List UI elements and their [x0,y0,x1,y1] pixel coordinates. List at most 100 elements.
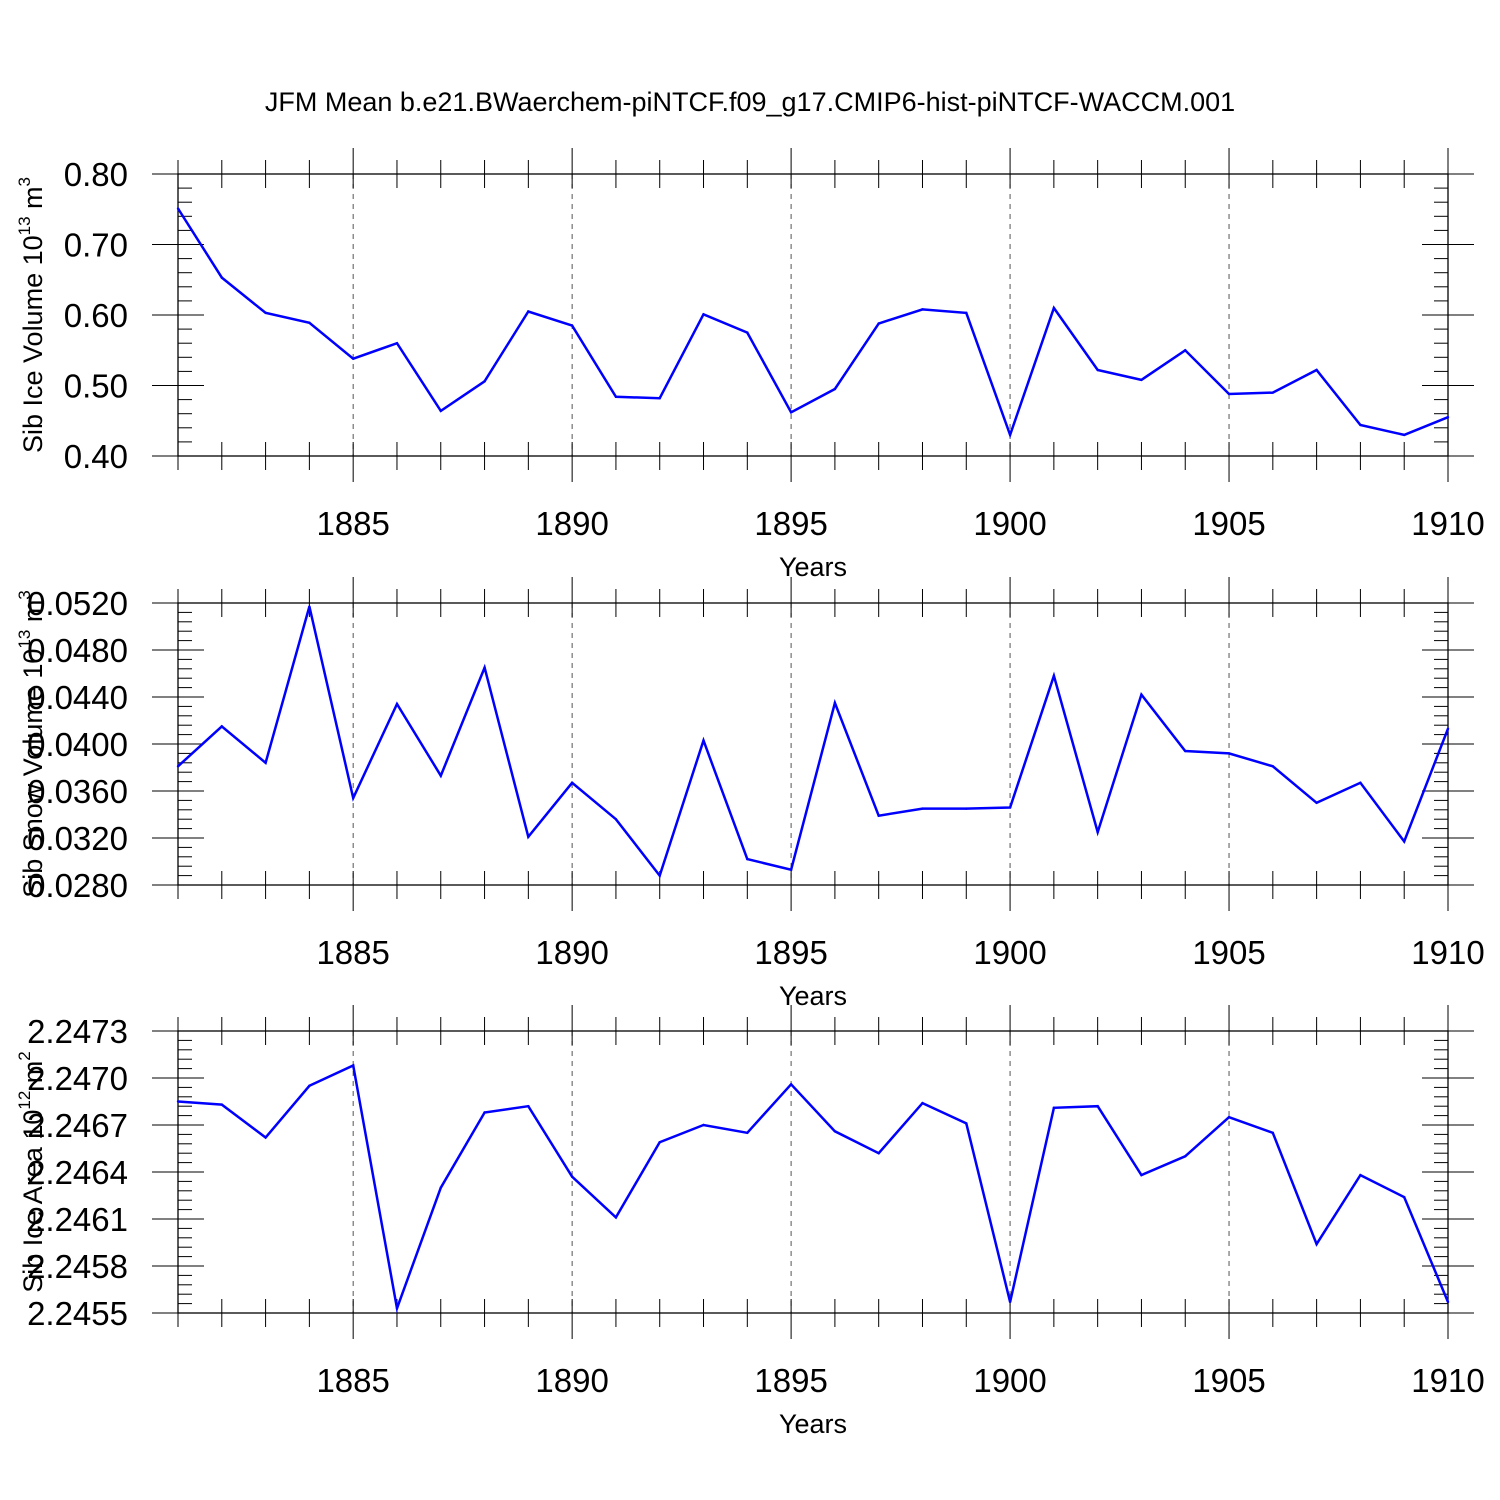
data-point [439,774,442,777]
x-tick-label: 1890 [535,934,608,971]
data-point [877,1152,880,1155]
x-tick-label: 1905 [1192,505,1265,542]
data-point [965,807,968,810]
data-point [746,331,749,334]
data-point [570,324,574,327]
data-point [658,874,661,877]
panel-3: 2.2455 2.2458 2.2461 2.2464 2.2467 2.2470 2.24… [15,1005,1485,1439]
data-point [1227,752,1231,755]
data-point [483,1111,486,1114]
data-point [1315,1242,1318,1246]
data-point [877,322,880,325]
y-tick-label: 0.70 [64,227,128,264]
y-axis-label: Sib Ice Area 1012 m2 [15,1051,48,1293]
plot-frame [177,173,1449,457]
data-point [1315,801,1318,804]
y-tick-label: 0.60 [64,297,128,334]
y-axis-label: Sib Snow Volume 1013 m3 [15,590,48,898]
x-tick-label: 1885 [316,1362,389,1399]
data-point [1446,416,1450,419]
data-point [833,1130,837,1133]
data-point [1271,391,1275,394]
data-point [351,357,355,360]
plot-frame [177,602,1449,886]
y-tick-label: 2.2458 [27,1248,128,1285]
data-point [439,409,442,413]
data-point [395,702,399,706]
data-point [1008,806,1012,809]
data-point [921,1101,924,1105]
y-tick-label: 0.0520 [27,585,128,622]
data-point [1052,674,1056,678]
data-point [789,1083,793,1086]
data-point [176,1100,180,1103]
data-point [395,1307,399,1310]
data-point [1096,1105,1099,1108]
y-tick-label: 0.40 [64,438,128,475]
x-tick-label: 1895 [754,1362,827,1399]
data-point [658,1141,661,1144]
series-line [176,207,1449,439]
data-point [746,857,749,861]
data-point [483,380,486,383]
data-point [308,1084,311,1088]
data-point [483,666,486,669]
y-tick-label: 0.0360 [27,773,128,810]
data-point [264,761,267,764]
plot-frame [177,1030,1449,1314]
data-point [1359,1173,1362,1177]
data-point [395,342,399,345]
data-point [1271,1131,1275,1135]
data-point [1008,433,1012,437]
x-tick-label: 1890 [535,505,608,542]
data-point [264,1136,267,1139]
data-point [833,701,837,705]
data-point [614,395,618,398]
data-point [220,1103,223,1106]
y-tick-label: 0.0280 [27,867,128,904]
panels: 0.40 0.50 0.60 0.70 0.80 1885 1890 1895 1900 1905… [15,148,1485,1439]
data-point [176,207,180,210]
data-point [1315,368,1318,372]
data-point [1184,749,1187,753]
data-point [1359,781,1362,784]
x-tick-label: 1910 [1411,1362,1484,1399]
x-tick-label: 1910 [1411,505,1484,542]
x-axis-label: Years [779,1409,847,1439]
data-point [439,1186,442,1189]
figure-title: JFM Mean b.e21.BWaerchem-piNTCF.f09_g17.… [265,87,1235,117]
data-point [1227,1115,1231,1119]
series-line [177,606,1450,879]
data-point [1140,378,1143,382]
data-point [176,765,180,768]
x-tick-label: 1890 [535,1362,608,1399]
data-point [1052,306,1056,310]
panel-2: 0.0280 0.0320 0.0360 0.0400 0.0440 0.0480 0.05… [15,577,1485,1011]
x-tick-label: 1900 [973,934,1046,971]
data-point [658,396,661,400]
x-tick-label: 1885 [316,505,389,542]
y-tick-label: 0.0480 [27,632,128,669]
data-point [1271,765,1275,768]
y-tick-label: 2.2467 [27,1107,128,1144]
series-line [177,1063,1450,1314]
data-point [921,807,924,810]
y-tick-label: 2.2455 [27,1295,128,1332]
x-tick-label: 1885 [316,934,389,971]
data-point [877,814,880,817]
data-point [614,1216,618,1219]
data-point [789,868,793,871]
data-point [264,311,267,315]
y-tick-label: 0.0440 [27,679,128,716]
data-point [527,835,530,839]
y-tick-label: 0.0400 [27,726,128,763]
data-point [1403,1195,1406,1199]
data-point [1096,368,1099,372]
data-point [1359,423,1362,427]
data-point [1446,727,1450,730]
data-point [308,605,311,608]
data-point [1446,1300,1450,1304]
x-tick-label: 1905 [1192,934,1265,971]
data-point [1227,392,1231,396]
y-tick-label: 2.2461 [27,1201,128,1238]
